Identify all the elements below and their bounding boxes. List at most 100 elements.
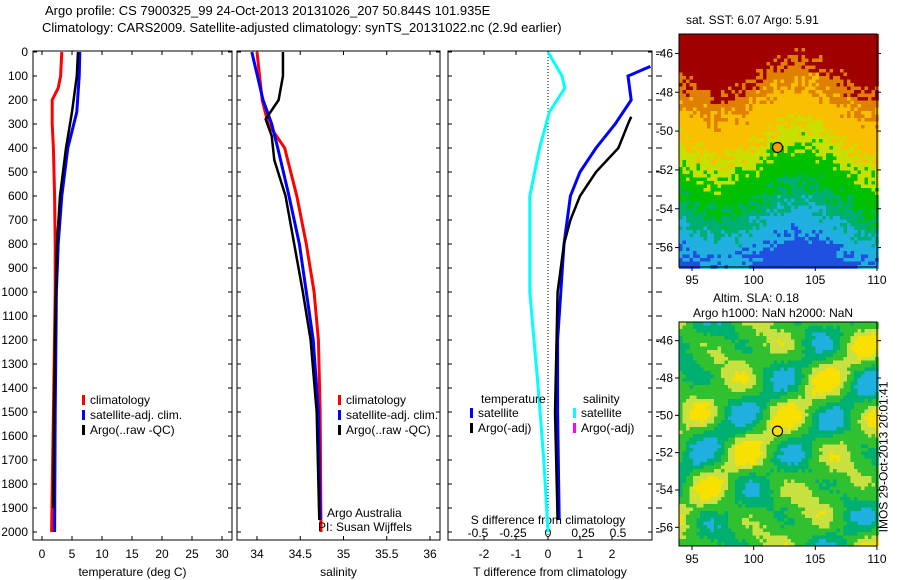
map-cell (826, 86, 830, 91)
map-cell (801, 205, 806, 210)
map-cell (780, 72, 785, 77)
map-cell (763, 184, 767, 189)
map-cell (794, 343, 799, 347)
map-cell (770, 219, 774, 224)
map-cell (703, 139, 708, 143)
map-cell (721, 118, 725, 122)
map-cell (735, 48, 739, 52)
map-cell (703, 339, 708, 344)
map-cell (798, 216, 802, 220)
map-cell (710, 65, 715, 70)
map-cell (710, 55, 715, 59)
map-cell (745, 247, 750, 252)
map-cell (822, 156, 827, 161)
map-cell (861, 202, 865, 206)
map-cell (798, 343, 802, 347)
map-cell (826, 114, 830, 119)
map-cell (840, 107, 844, 112)
map-cell (714, 251, 718, 255)
map-cell (703, 205, 708, 210)
map-cell (693, 132, 697, 136)
map-cell (805, 146, 809, 150)
map-cell (752, 188, 757, 192)
map-cell (731, 41, 736, 45)
map-cell (871, 230, 876, 234)
map-cell (714, 132, 718, 136)
map-cell (728, 48, 732, 52)
map-cell (833, 83, 837, 87)
map-cell (871, 146, 876, 150)
map-cell (822, 195, 827, 199)
map-cell (700, 184, 704, 189)
map-cell (745, 353, 750, 358)
map-cell (682, 128, 687, 133)
map-cell (738, 339, 743, 344)
map-cell (826, 258, 830, 262)
map-cell (861, 170, 865, 175)
map-cell (829, 343, 834, 347)
map-cell (833, 251, 837, 255)
map-cell (700, 79, 704, 84)
map-cell (696, 244, 701, 248)
map-cell (679, 258, 683, 262)
map-cell (847, 251, 851, 255)
map-cell (710, 357, 715, 361)
map-cell (749, 160, 753, 164)
map-cell (745, 244, 750, 248)
map-cell (871, 339, 876, 344)
map-cell (686, 247, 690, 252)
map-cell (819, 44, 823, 49)
map-cell (752, 104, 757, 108)
map-cell (738, 72, 743, 77)
map-cell (728, 251, 732, 255)
map-cell (721, 156, 725, 161)
map-cell (679, 254, 683, 259)
map-cell (738, 181, 743, 185)
map-cell (794, 69, 799, 73)
map-cell (717, 163, 722, 168)
map-cell (829, 184, 834, 189)
map-cell (829, 322, 834, 326)
map-cell (679, 51, 683, 56)
map-cell (819, 79, 823, 84)
map-cell (731, 181, 736, 185)
map-cell (784, 233, 788, 238)
map-cell (805, 51, 809, 56)
map-cell (693, 202, 697, 206)
map-cell (714, 329, 718, 333)
map-cell (843, 254, 848, 259)
map-cell (759, 219, 764, 224)
map-cell (717, 332, 722, 337)
map-cell (798, 237, 802, 241)
map-cell (721, 34, 725, 38)
map-cell (752, 367, 757, 372)
map-cell (703, 170, 708, 175)
map-cell (756, 254, 760, 259)
map-cell (682, 135, 687, 140)
map-cell (819, 76, 823, 80)
map-cell (728, 62, 732, 66)
map-cell (689, 202, 694, 206)
map-cell (721, 174, 725, 178)
map-cell (763, 142, 767, 147)
map-cell (700, 258, 704, 262)
map-cell (717, 350, 722, 354)
map-cell (819, 156, 823, 161)
map-cell (710, 258, 715, 262)
map-cell (868, 34, 872, 38)
map-cell (738, 118, 743, 122)
map-cell (717, 336, 722, 340)
map-cell (850, 346, 855, 351)
map-cell (742, 128, 746, 133)
map-cell (864, 261, 869, 266)
map-cell (766, 83, 771, 87)
map-cell (724, 65, 729, 70)
map-cell (780, 174, 785, 178)
map-cell (752, 125, 757, 129)
map-cell (689, 153, 694, 157)
map-cell (738, 195, 743, 199)
map-cell (700, 329, 704, 333)
map-cell (745, 346, 750, 351)
map-cell (794, 195, 799, 199)
map-cell (857, 139, 862, 143)
